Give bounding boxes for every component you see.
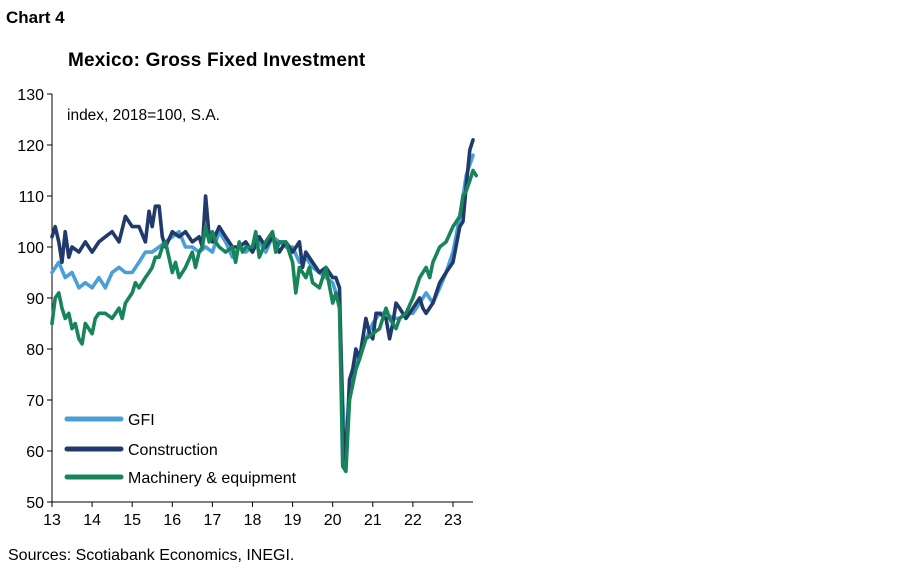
plot-frame <box>51 94 473 503</box>
y-tick-label: 90 <box>26 291 44 308</box>
y-tick-label: 50 <box>26 495 44 512</box>
y-tick-label: 120 <box>17 138 44 155</box>
y-tick-label: 100 <box>17 240 44 257</box>
series-line-machinery-equipment <box>50 168 479 474</box>
x-tick-label: 21 <box>364 512 382 529</box>
y-tick-label: 130 <box>17 87 44 104</box>
legend-label-gfi: GFI <box>128 412 155 429</box>
x-tick-label: 23 <box>444 512 462 529</box>
x-tick-label: 19 <box>284 512 302 529</box>
x-tick-label: 17 <box>203 512 221 529</box>
chart-annotation: index, 2018=100, S.A. <box>67 107 220 124</box>
y-tick-label: 110 <box>18 189 44 206</box>
x-tick-label: 14 <box>83 512 101 529</box>
chart-label: Chart 4 <box>6 8 65 27</box>
x-tick-label: 18 <box>244 512 262 529</box>
x-tick-label: 15 <box>123 512 141 529</box>
source-note: Sources: Scotiabank Economics, INEGI. <box>8 547 295 564</box>
x-tick-label: 20 <box>324 512 342 529</box>
x-tick-label: 16 <box>163 512 181 529</box>
y-tick-label: 70 <box>26 393 44 410</box>
series-lines <box>50 138 479 474</box>
x-tick-label: 22 <box>404 512 422 529</box>
x-axis: 13 14 15 16 17 18 19 20 21 22 23 <box>43 502 462 529</box>
legend-label-machinery-equipment: Machinery & equipment <box>128 470 297 487</box>
legend-label-construction: Construction <box>128 442 218 459</box>
chart-title: Mexico: Gross Fixed Investment <box>68 50 366 71</box>
y-tick-label: 60 <box>26 444 44 461</box>
y-axis: 50 60 70 80 90 100 110 120 130 <box>17 87 52 512</box>
x-tick-label: 13 <box>43 512 61 529</box>
legend: GFI Construction Machinery & equipment <box>64 412 297 487</box>
y-tick-label: 80 <box>26 342 44 359</box>
